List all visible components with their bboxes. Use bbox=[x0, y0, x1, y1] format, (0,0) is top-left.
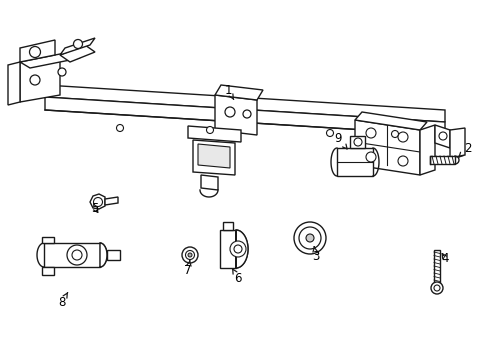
Circle shape bbox=[206, 126, 213, 134]
Circle shape bbox=[229, 241, 245, 257]
Polygon shape bbox=[107, 250, 120, 260]
Circle shape bbox=[298, 227, 320, 249]
Circle shape bbox=[397, 156, 407, 166]
Circle shape bbox=[185, 251, 194, 260]
Polygon shape bbox=[100, 243, 107, 267]
Circle shape bbox=[293, 222, 325, 254]
Text: 3: 3 bbox=[312, 247, 319, 262]
Text: 7: 7 bbox=[184, 261, 191, 276]
Circle shape bbox=[116, 125, 123, 131]
Circle shape bbox=[365, 152, 375, 162]
Polygon shape bbox=[193, 140, 235, 175]
Polygon shape bbox=[42, 237, 54, 243]
Polygon shape bbox=[220, 230, 236, 268]
Circle shape bbox=[365, 128, 375, 138]
Circle shape bbox=[30, 75, 40, 85]
Polygon shape bbox=[20, 52, 80, 68]
Polygon shape bbox=[354, 120, 419, 175]
Circle shape bbox=[187, 253, 192, 257]
Polygon shape bbox=[42, 267, 54, 275]
Polygon shape bbox=[429, 156, 454, 164]
Circle shape bbox=[234, 245, 242, 253]
Text: 1: 1 bbox=[224, 84, 233, 99]
Polygon shape bbox=[349, 136, 364, 148]
Circle shape bbox=[93, 198, 102, 207]
Polygon shape bbox=[45, 97, 444, 135]
Polygon shape bbox=[433, 250, 439, 285]
Circle shape bbox=[433, 285, 439, 291]
Polygon shape bbox=[215, 85, 263, 100]
Polygon shape bbox=[60, 38, 95, 55]
Circle shape bbox=[73, 40, 82, 49]
Circle shape bbox=[224, 107, 235, 117]
Text: 5: 5 bbox=[91, 202, 99, 215]
Circle shape bbox=[67, 245, 87, 265]
Circle shape bbox=[438, 132, 446, 140]
Polygon shape bbox=[201, 175, 218, 190]
Circle shape bbox=[243, 110, 250, 118]
Text: 9: 9 bbox=[334, 131, 346, 149]
Polygon shape bbox=[236, 230, 247, 268]
Circle shape bbox=[58, 68, 66, 76]
Polygon shape bbox=[20, 55, 60, 102]
Text: 2: 2 bbox=[458, 141, 471, 157]
Polygon shape bbox=[187, 126, 241, 142]
Polygon shape bbox=[8, 62, 20, 105]
Polygon shape bbox=[449, 128, 464, 158]
Polygon shape bbox=[223, 222, 232, 230]
Circle shape bbox=[29, 46, 41, 58]
Text: 6: 6 bbox=[232, 269, 241, 284]
Circle shape bbox=[326, 130, 333, 136]
Polygon shape bbox=[45, 85, 444, 122]
Circle shape bbox=[430, 282, 442, 294]
Circle shape bbox=[305, 234, 313, 242]
Circle shape bbox=[391, 130, 398, 138]
Polygon shape bbox=[198, 144, 229, 168]
Polygon shape bbox=[105, 197, 118, 205]
Polygon shape bbox=[44, 243, 100, 267]
Circle shape bbox=[397, 132, 407, 142]
Polygon shape bbox=[434, 125, 449, 148]
Polygon shape bbox=[215, 95, 257, 135]
Text: 4: 4 bbox=[440, 252, 448, 265]
Circle shape bbox=[72, 250, 82, 260]
Polygon shape bbox=[20, 40, 55, 62]
Circle shape bbox=[182, 247, 198, 263]
Polygon shape bbox=[90, 194, 105, 209]
Polygon shape bbox=[419, 125, 434, 175]
Circle shape bbox=[353, 138, 361, 146]
Polygon shape bbox=[354, 112, 426, 130]
Polygon shape bbox=[336, 148, 372, 176]
Text: 8: 8 bbox=[58, 293, 67, 309]
Polygon shape bbox=[60, 45, 95, 62]
